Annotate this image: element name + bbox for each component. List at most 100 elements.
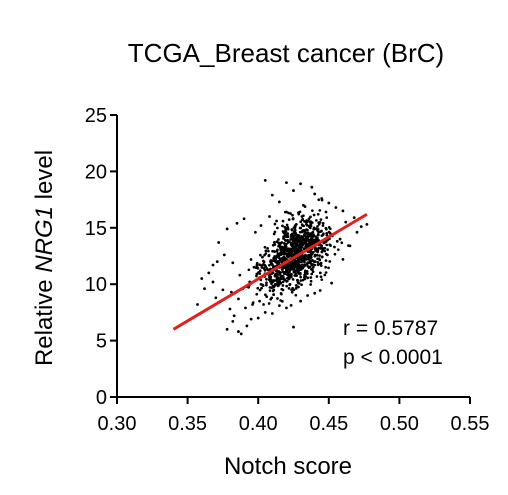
scatter-point: [306, 228, 309, 232]
scatter-point: [275, 260, 278, 263]
scatter-point: [317, 257, 321, 261]
scatter-point: [316, 225, 319, 228]
scatter-point: [298, 245, 301, 249]
scatter-point: [311, 209, 314, 213]
scatter-point: [263, 269, 267, 272]
scatter-point: [270, 261, 273, 265]
scatter-point: [291, 217, 295, 220]
scatter-point: [306, 261, 310, 265]
scatter-point: [336, 248, 340, 252]
scatter-point: [303, 219, 306, 223]
scatter-point: [262, 259, 265, 263]
scatter-point: [263, 311, 267, 314]
scatter-point: [290, 228, 294, 232]
scatter-point: [305, 255, 309, 258]
scatter-point: [320, 278, 324, 282]
scatter-point: [268, 289, 272, 292]
scatter-point: [312, 227, 316, 230]
scatter-point: [274, 273, 278, 276]
y-tick-label: 15: [85, 218, 107, 240]
scatter-point: [313, 192, 317, 196]
x-tick-label: 0.45: [309, 413, 348, 435]
scatter-point: [281, 267, 284, 271]
scatter-point: [299, 226, 303, 230]
y-ticks: 0 5 10 15 20 25: [85, 105, 117, 409]
scatter-point: [295, 286, 298, 290]
scatter-point: [275, 275, 279, 278]
scatter-point: [299, 275, 302, 279]
scatter-point: [282, 237, 285, 240]
scatter-point: [323, 249, 327, 253]
scatter-point: [315, 249, 318, 252]
y-tick-label: 5: [96, 331, 107, 353]
scatter-point: [280, 287, 284, 291]
scatter-point: [259, 253, 262, 257]
scatter-point: [231, 261, 235, 265]
scatter-point: [211, 263, 215, 267]
x-tick-label: 0.50: [380, 413, 419, 435]
scatter-point: [267, 249, 270, 253]
scatter-point: [259, 282, 263, 286]
scatter-point: [286, 232, 290, 235]
scatter-point: [293, 269, 297, 273]
scatter-point: [306, 234, 309, 238]
scatter-point: [272, 256, 275, 260]
scatter-point: [277, 304, 281, 308]
scatter-point: [313, 260, 317, 263]
scatter-point: [260, 286, 263, 290]
scatter-point: [298, 230, 302, 234]
scatter-point: [253, 230, 257, 234]
scatter-point: [320, 234, 324, 238]
scatter-point: [297, 282, 301, 285]
scatter-point: [275, 254, 279, 258]
scatter-point: [277, 282, 281, 286]
scatter-point: [273, 243, 277, 246]
scatter-point: [299, 220, 303, 224]
scatter-point: [293, 229, 297, 232]
scatter-point: [283, 225, 287, 229]
scatter-point: [327, 230, 331, 234]
scatter-point: [277, 244, 280, 248]
scatter-point: [288, 251, 292, 254]
scatter-point: [291, 213, 294, 217]
scatter-point: [286, 227, 290, 231]
scatter-point: [355, 230, 359, 234]
scatter-point: [270, 312, 274, 315]
scatter-point: [319, 218, 323, 221]
scatter-point: [285, 223, 289, 227]
scatter-point: [320, 198, 324, 202]
scatter-point: [352, 216, 356, 220]
scatter-point: [304, 228, 307, 232]
scatter-point: [294, 272, 298, 275]
scatter-point: [247, 268, 251, 272]
y-axis-label-suffix: level: [31, 150, 58, 206]
x-axis-label: Notch score: [224, 453, 352, 480]
scatter-point: [231, 320, 235, 323]
scatter-point: [303, 241, 307, 245]
scatter-point: [291, 239, 295, 243]
scatter-point: [196, 303, 199, 306]
scatter-point: [280, 241, 284, 244]
scatter-point: [270, 193, 274, 197]
scatter-point: [315, 275, 319, 278]
scatter-point: [324, 252, 328, 256]
scatter-point: [302, 275, 306, 279]
scatter-point: [299, 182, 302, 186]
y-axis-label-gene: NRG1: [31, 206, 58, 273]
scatter-point: [292, 242, 296, 245]
scatter-point: [273, 250, 276, 253]
scatter-point: [265, 277, 268, 281]
scatter-point: [276, 226, 279, 230]
scatter-point: [326, 248, 329, 251]
scatter-point: [316, 232, 320, 236]
scatter-point: [261, 255, 264, 259]
scatter-point: [295, 242, 298, 246]
scatter-point: [314, 240, 318, 243]
scatter-point: [294, 245, 298, 249]
scatter-point: [325, 233, 329, 237]
scatter-point: [311, 270, 315, 274]
scatter-point: [268, 215, 271, 218]
scatter-point: [256, 316, 260, 320]
scatter-point: [287, 218, 291, 221]
scatter-point: [323, 273, 327, 277]
